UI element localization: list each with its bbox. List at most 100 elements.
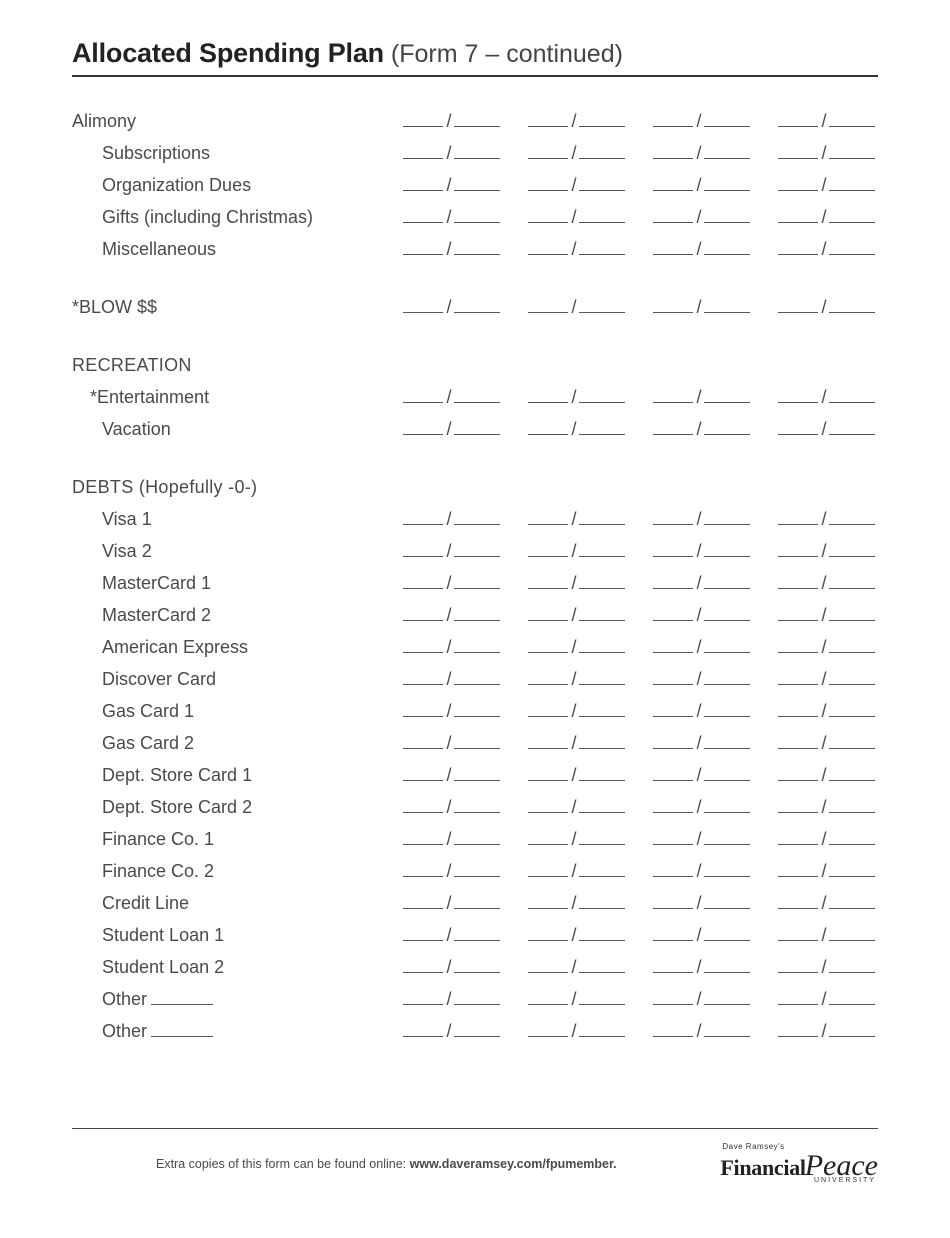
blank-pair[interactable]: / (525, 1021, 628, 1042)
blank-field[interactable] (778, 145, 818, 159)
other-blank-field[interactable] (151, 1023, 213, 1037)
blank-field[interactable] (829, 767, 875, 781)
blank-pair[interactable]: / (400, 957, 503, 978)
blank-pair[interactable]: / (525, 387, 628, 408)
blank-field[interactable] (528, 799, 568, 813)
blank-field[interactable] (403, 991, 443, 1005)
blank-field[interactable] (579, 511, 625, 525)
blank-field[interactable] (579, 767, 625, 781)
blank-field[interactable] (403, 421, 443, 435)
blank-field[interactable] (454, 959, 500, 973)
blank-field[interactable] (454, 1023, 500, 1037)
blank-field[interactable] (778, 177, 818, 191)
blank-pair[interactable]: / (525, 573, 628, 594)
blank-pair[interactable]: / (650, 143, 753, 164)
blank-field[interactable] (403, 671, 443, 685)
blank-pair[interactable]: / (400, 297, 503, 318)
blank-field[interactable] (579, 177, 625, 191)
blank-field[interactable] (778, 421, 818, 435)
blank-field[interactable] (528, 767, 568, 781)
blank-pair[interactable]: / (400, 829, 503, 850)
blank-pair[interactable]: / (775, 509, 878, 530)
blank-field[interactable] (829, 299, 875, 313)
blank-field[interactable] (704, 241, 750, 255)
blank-field[interactable] (704, 511, 750, 525)
blank-field[interactable] (579, 703, 625, 717)
blank-field[interactable] (528, 927, 568, 941)
blank-field[interactable] (653, 1023, 693, 1037)
blank-field[interactable] (528, 389, 568, 403)
blank-field[interactable] (403, 735, 443, 749)
blank-field[interactable] (454, 735, 500, 749)
blank-pair[interactable]: / (525, 669, 628, 690)
blank-field[interactable] (579, 113, 625, 127)
blank-field[interactable] (579, 1023, 625, 1037)
blank-field[interactable] (829, 1023, 875, 1037)
blank-pair[interactable]: / (400, 637, 503, 658)
blank-field[interactable] (579, 959, 625, 973)
blank-field[interactable] (454, 575, 500, 589)
blank-field[interactable] (454, 639, 500, 653)
blank-pair[interactable]: / (525, 239, 628, 260)
blank-field[interactable] (528, 575, 568, 589)
blank-pair[interactable]: / (400, 143, 503, 164)
blank-field[interactable] (778, 927, 818, 941)
blank-field[interactable] (653, 959, 693, 973)
blank-pair[interactable]: / (650, 239, 753, 260)
blank-pair[interactable]: / (525, 111, 628, 132)
blank-field[interactable] (403, 703, 443, 717)
blank-field[interactable] (454, 703, 500, 717)
blank-pair[interactable]: / (650, 509, 753, 530)
blank-pair[interactable]: / (525, 419, 628, 440)
blank-field[interactable] (653, 831, 693, 845)
blank-field[interactable] (579, 735, 625, 749)
blank-field[interactable] (528, 895, 568, 909)
blank-field[interactable] (579, 575, 625, 589)
blank-field[interactable] (778, 113, 818, 127)
blank-field[interactable] (528, 241, 568, 255)
blank-field[interactable] (403, 299, 443, 313)
blank-field[interactable] (579, 299, 625, 313)
blank-field[interactable] (778, 959, 818, 973)
blank-field[interactable] (653, 177, 693, 191)
blank-pair[interactable]: / (400, 669, 503, 690)
blank-field[interactable] (829, 113, 875, 127)
blank-field[interactable] (454, 863, 500, 877)
blank-pair[interactable]: / (775, 733, 878, 754)
blank-field[interactable] (704, 991, 750, 1005)
blank-pair[interactable]: / (775, 925, 878, 946)
blank-pair[interactable]: / (775, 239, 878, 260)
blank-field[interactable] (778, 299, 818, 313)
blank-pair[interactable]: / (650, 1021, 753, 1042)
blank-field[interactable] (778, 831, 818, 845)
blank-field[interactable] (829, 421, 875, 435)
blank-field[interactable] (778, 241, 818, 255)
blank-field[interactable] (403, 575, 443, 589)
blank-pair[interactable]: / (650, 957, 753, 978)
blank-field[interactable] (454, 145, 500, 159)
blank-field[interactable] (704, 177, 750, 191)
blank-field[interactable] (528, 831, 568, 845)
blank-field[interactable] (528, 543, 568, 557)
blank-field[interactable] (528, 671, 568, 685)
blank-field[interactable] (454, 543, 500, 557)
blank-field[interactable] (579, 831, 625, 845)
blank-pair[interactable]: / (650, 893, 753, 914)
blank-field[interactable] (704, 927, 750, 941)
blank-field[interactable] (403, 209, 443, 223)
blank-field[interactable] (653, 767, 693, 781)
blank-field[interactable] (653, 927, 693, 941)
blank-field[interactable] (829, 831, 875, 845)
blank-pair[interactable]: / (400, 207, 503, 228)
blank-field[interactable] (403, 177, 443, 191)
blank-pair[interactable]: / (525, 509, 628, 530)
blank-pair[interactable]: / (775, 573, 878, 594)
blank-field[interactable] (403, 767, 443, 781)
blank-pair[interactable]: / (650, 297, 753, 318)
blank-field[interactable] (778, 895, 818, 909)
blank-field[interactable] (829, 895, 875, 909)
blank-field[interactable] (403, 959, 443, 973)
blank-pair[interactable]: / (650, 605, 753, 626)
blank-pair[interactable]: / (650, 733, 753, 754)
blank-pair[interactable]: / (525, 207, 628, 228)
